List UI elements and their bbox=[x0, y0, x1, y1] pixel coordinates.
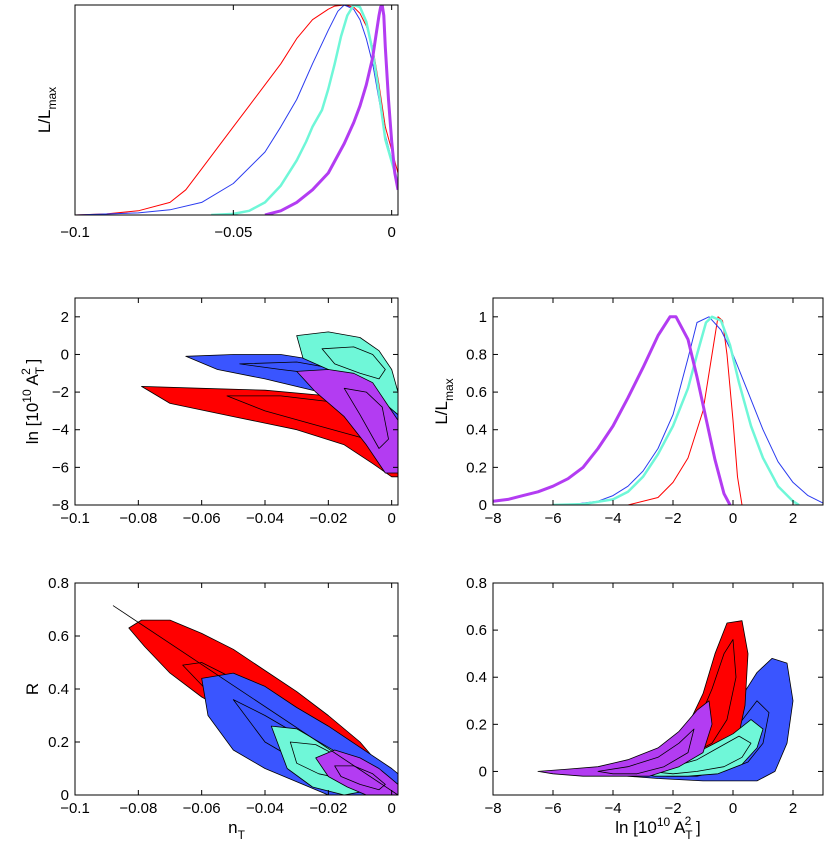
x-tick-label: −0.08 bbox=[119, 510, 157, 527]
series-blue bbox=[75, 5, 398, 215]
x-tick-label: −0.06 bbox=[183, 800, 221, 817]
panel-nT-likelihood: −0.1 −0.05 0 L/Lmax bbox=[35, 4, 399, 241]
y-tick-label: 0.4 bbox=[466, 669, 487, 686]
axes-frame bbox=[492, 582, 824, 796]
x-tick-label: −0.02 bbox=[309, 510, 347, 527]
y-tick-label: 2 bbox=[61, 309, 69, 326]
x-tick-label: −0.1 bbox=[60, 510, 90, 527]
y-tick-label: 0.6 bbox=[48, 628, 69, 645]
y-tick-label: 0.2 bbox=[466, 716, 487, 733]
x-tick-label: 0 bbox=[729, 800, 737, 817]
axes-frame bbox=[492, 297, 824, 506]
x-tick-label: −2 bbox=[664, 800, 681, 817]
plot-area bbox=[537, 620, 794, 782]
contour-cyan-inner bbox=[648, 735, 752, 775]
y-tick-label: 0.8 bbox=[466, 575, 487, 592]
y-tick-label: 0.8 bbox=[466, 346, 487, 363]
x-tick-label: −0.1 bbox=[60, 800, 90, 817]
x-tick-label: −8 bbox=[484, 510, 501, 527]
y-tick-label: 0 bbox=[479, 763, 487, 780]
contour-purple-inner bbox=[343, 387, 389, 449]
x-tick-label: −6 bbox=[544, 800, 561, 817]
y-tick-label: 0.6 bbox=[466, 622, 487, 639]
plot-area bbox=[141, 331, 398, 478]
plot-area bbox=[128, 619, 398, 795]
y-axis-label: L/Lmax bbox=[432, 378, 456, 424]
y-tick-label: 0 bbox=[479, 497, 487, 514]
panel-lnA-R-contours: −8 −6 −4 −2 0 2 0 0.2 0.4 0.6 0.8 ln [1010 AT2 ] bbox=[466, 575, 824, 842]
series-purple bbox=[264, 5, 398, 215]
contour-cyan-inner bbox=[321, 346, 386, 380]
x-tick-label: −0.06 bbox=[183, 510, 221, 527]
x-axis-label: nT bbox=[228, 818, 245, 842]
series-red bbox=[627, 316, 743, 505]
x-tick-label: −8 bbox=[484, 800, 501, 817]
y-axis-label: R bbox=[23, 683, 42, 695]
series-cyan bbox=[552, 315, 800, 505]
y-axis-label: ln [1010 AT2 ] bbox=[19, 359, 47, 445]
x-tick-label: −4 bbox=[604, 800, 621, 817]
contour-purple-outer bbox=[296, 369, 398, 474]
y-tick-label: 0 bbox=[61, 346, 69, 363]
y-tick-label: 0.4 bbox=[48, 681, 69, 698]
y-axis-label: L/Lmax bbox=[35, 87, 59, 133]
x-tick-label: −0.04 bbox=[246, 800, 284, 817]
x-tick-label: 0 bbox=[387, 510, 395, 527]
x-tick-label: −0.04 bbox=[246, 510, 284, 527]
y-tick-label: 0.2 bbox=[48, 734, 69, 751]
y-tick-label: 0.4 bbox=[466, 422, 487, 439]
y-tick-label: −8 bbox=[52, 497, 69, 514]
y-tick-label: −4 bbox=[52, 422, 69, 439]
x-tick-label: 0 bbox=[387, 224, 395, 241]
x-tick-label: 2 bbox=[789, 510, 797, 527]
x-tick-label: −0.02 bbox=[309, 800, 347, 817]
panel-lnA-likelihood: −8 −6 −4 −2 0 2 0 0.2 0.4 0.6 0.8 1 L/Lmax bbox=[432, 297, 824, 527]
x-tick-label: 0 bbox=[729, 510, 737, 527]
x-tick-label: 0 bbox=[387, 800, 395, 817]
y-tick-label: 0.2 bbox=[466, 459, 487, 476]
y-tick-label: 0 bbox=[61, 787, 69, 804]
y-tick-label: 1 bbox=[479, 309, 487, 326]
x-tick-label: −0.08 bbox=[119, 800, 157, 817]
series-purple bbox=[493, 315, 732, 505]
axes-frame bbox=[74, 297, 399, 506]
series-cyan bbox=[211, 5, 398, 215]
x-tick-label: −6 bbox=[544, 510, 561, 527]
panel-nT-lnA-contours: −0.1 −0.08 −0.06 −0.04 −0.02 0 −8 −6 −4 −2 0 2 ln [1… bbox=[19, 297, 399, 527]
x-tick-label: −4 bbox=[604, 510, 621, 527]
series-red bbox=[75, 5, 398, 215]
y-tick-label: 0.8 bbox=[48, 575, 69, 592]
x-tick-label: −2 bbox=[664, 510, 681, 527]
y-tick-label: −2 bbox=[52, 384, 69, 401]
axes-frame bbox=[74, 4, 399, 216]
x-tick-label: −0.1 bbox=[60, 224, 90, 241]
y-tick-label: 0.6 bbox=[466, 384, 487, 401]
plot-area bbox=[493, 315, 823, 505]
panel-nT-R-contours: −0.1 −0.08 −0.06 −0.04 −0.02 0 0 0.2 0.4 0.6 0.8 Rn… bbox=[23, 575, 399, 842]
y-tick-label: −6 bbox=[52, 459, 69, 476]
x-tick-label: −0.05 bbox=[214, 224, 252, 241]
series-blue bbox=[567, 316, 823, 505]
x-tick-label: 2 bbox=[789, 800, 797, 817]
contour-purple-inner bbox=[597, 728, 695, 775]
x-axis-label: ln [1010 AT2 ] bbox=[615, 814, 701, 842]
plot-area bbox=[75, 5, 398, 215]
fit-line bbox=[112, 605, 399, 796]
